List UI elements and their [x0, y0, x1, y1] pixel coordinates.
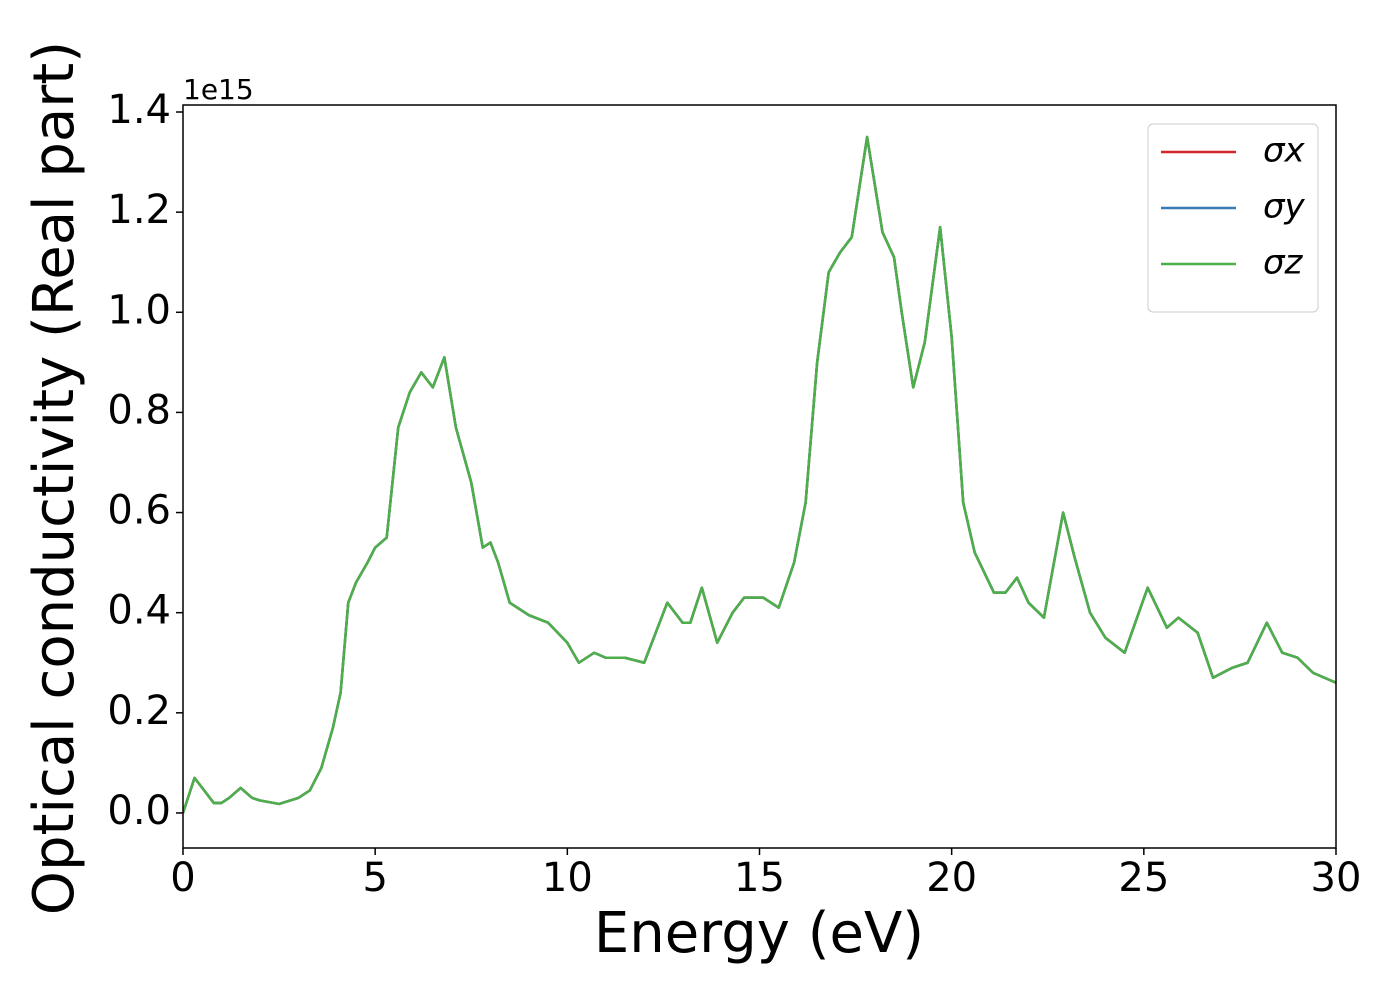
plot-frame: [182, 104, 1337, 849]
x-axis-label: Energy (eV): [594, 901, 924, 966]
y-tick-label: 0.0: [107, 788, 171, 834]
y-tick-label: 1.2: [107, 187, 171, 233]
y-axis-label: Optical conductivity (Real part): [22, 41, 87, 915]
y-tick-label: 0.4: [107, 588, 171, 634]
y-tick-label: 0.8: [107, 387, 171, 433]
y-tick-label: 1.0: [107, 287, 171, 333]
y-tick-label: 1.4: [107, 87, 171, 133]
y-tick-label: 0.2: [107, 688, 171, 734]
x-tick-label: 30: [1311, 855, 1362, 901]
x-tick-label: 20: [926, 855, 977, 901]
x-tick-label: 15: [734, 855, 785, 901]
y-offset-text: 1e15: [183, 73, 254, 106]
line-series: [183, 135, 1336, 814]
x-tick-label: 25: [1118, 855, 1169, 901]
legend-label: σz: [1263, 243, 1304, 283]
x-tick-label: 0: [170, 855, 195, 901]
legend-label: σx: [1263, 131, 1306, 171]
x-tick-label: 5: [362, 855, 387, 901]
legend-label: σy: [1263, 187, 1306, 227]
x-tick-label: 10: [542, 855, 593, 901]
y-tick-label: 0.6: [107, 488, 171, 534]
